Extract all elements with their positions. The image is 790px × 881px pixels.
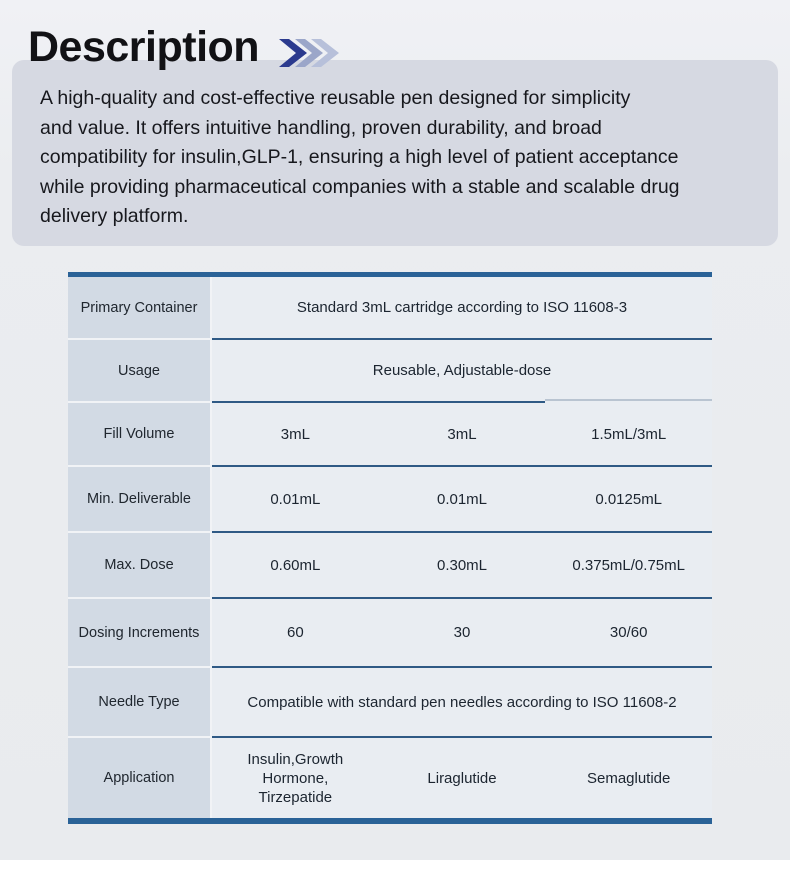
row-values: 60 30 30/60 [212,599,712,668]
row-values: Reusable, Adjustable-dose [212,340,712,403]
section-header: Description [28,23,345,71]
spec-value: Compatible with standard pen needles acc… [247,693,677,711]
spec-value: 0.375mL/0.75mL [572,556,685,574]
row-values: 0.60mL 0.30mL 0.375mL/0.75mL [212,533,712,599]
spec-value: 0.0125mL [595,490,663,508]
page-title: Description [28,23,260,71]
spec-table: Primary Container Standard 3mL cartridge … [68,272,712,824]
spec-value: 0.60mL [270,556,321,574]
spec-value: 30 [453,624,471,641]
spec-value: Semaglutide [586,769,671,787]
triple-chevron-right-icon [279,38,340,67]
spec-value: Reusable, Adjustable-dose [372,362,552,379]
row-values: Standard 3mL cartridge according to ISO … [212,277,712,340]
row-label: Primary Container [68,277,212,340]
table-row: Min. Deliverable 0.01mL 0.01mL 0.0125mL [68,467,712,533]
spec-value: Insulin,Growth Hormone, Tirzepatide [247,750,344,806]
spec-value: 60 [286,624,304,641]
row-label: Needle Type [68,668,212,738]
spec-value: Liraglutide [427,769,497,787]
spec-value: 3mL [280,425,310,443]
description-panel: A high-quality and cost-effective reusab… [12,60,778,246]
table-row: Dosing Increments 60 30 30/60 [68,599,712,668]
spec-value: 0.30mL [436,556,488,574]
table-row: Fill Volume 3mL 3mL 1.5mL/3mL [68,403,712,467]
table-row: Needle Type Compatible with standard pen … [68,668,712,738]
spec-value: 3mL [447,425,477,443]
row-values: Insulin,Growth Hormone, Tirzepatide Lirag… [212,738,712,818]
row-values: Compatible with standard pen needles acc… [212,668,712,738]
row-label: Usage [68,340,212,403]
description-text: A high-quality and cost-effective reusab… [40,87,680,227]
table-row: Primary Container Standard 3mL cartridge … [68,277,712,340]
spec-value: 0.01mL [436,490,488,508]
spec-value: Standard 3mL cartridge according to ISO … [296,299,628,316]
spec-value: 0.01mL [270,490,321,508]
table-row: Usage Reusable, Adjustable-dose [68,340,712,403]
row-label: Dosing Increments [68,599,212,668]
table-row: Max. Dose 0.60mL 0.30mL 0.375mL/0.75mL [68,533,712,599]
row-label: Max. Dose [68,533,212,599]
row-label: Min. Deliverable [68,467,212,533]
spec-value: 1.5mL/3mL [591,425,667,443]
table-row: Application Insulin,Growth Hormone, Tirze… [68,738,712,818]
row-values: 0.01mL 0.01mL 0.0125mL [212,467,712,533]
row-label: Application [68,738,212,818]
page-bottom-strip [0,860,790,881]
row-label: Fill Volume [68,403,212,467]
row-values: 3mL 3mL 1.5mL/3mL [212,403,712,467]
spec-value: 30/60 [609,624,648,641]
